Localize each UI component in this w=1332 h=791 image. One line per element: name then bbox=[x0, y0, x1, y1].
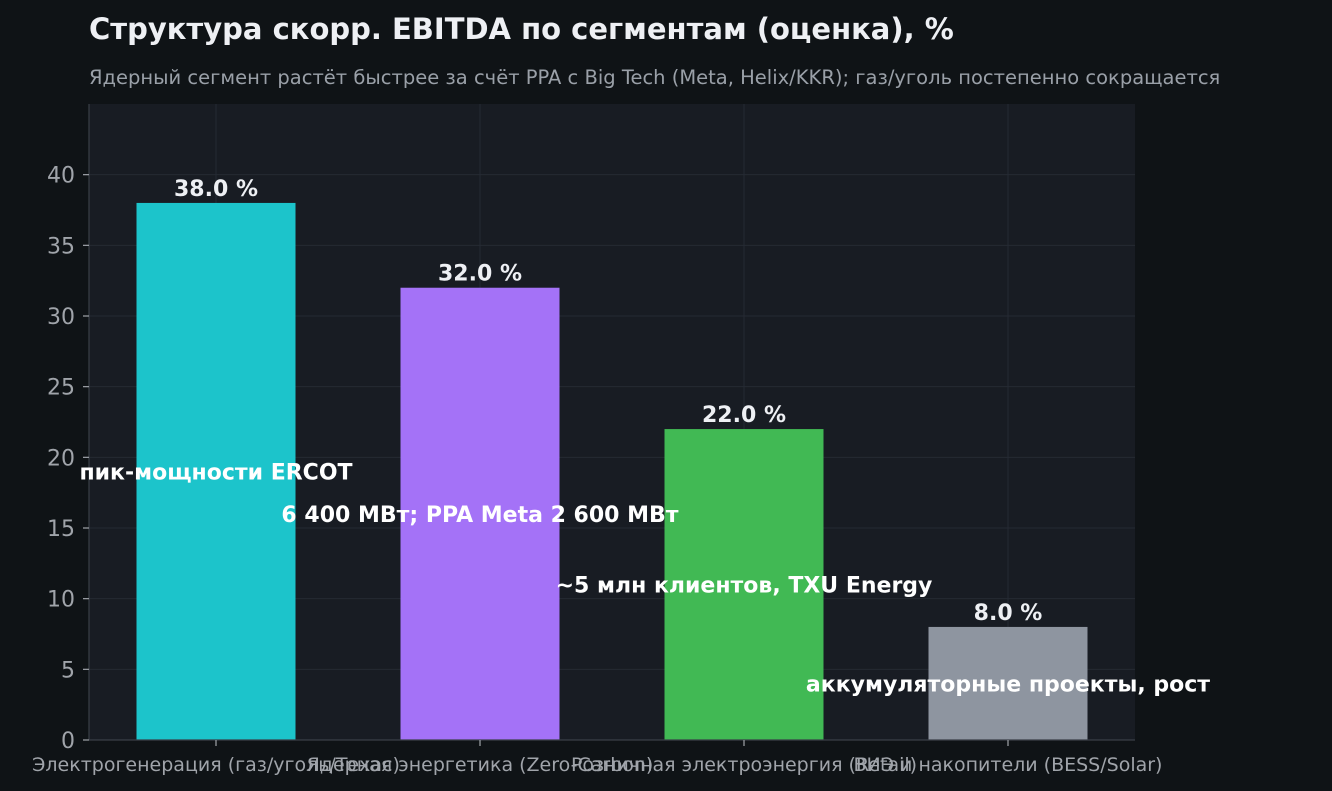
bar-annotation-1: пик-мощности ERCOT bbox=[79, 460, 352, 485]
y-tick-label-4: 20 bbox=[47, 446, 75, 471]
y-tick-label-6: 30 bbox=[47, 305, 75, 330]
bar-4 bbox=[928, 626, 1088, 740]
y-tick-label-8: 40 bbox=[47, 164, 75, 189]
x-tick-label-2: Розничная электроэнергия (Retail) bbox=[571, 754, 917, 776]
y-tick-label-0: 0 bbox=[61, 729, 75, 754]
x-tick-label-1: Ядерная энергетика (Zero-Carbon) bbox=[307, 754, 654, 776]
y-tick-label-2: 10 bbox=[47, 588, 75, 613]
x-tick-label-3: ВИЭ и накопители (BESS/Solar) bbox=[854, 754, 1163, 776]
y-tick-label-3: 15 bbox=[47, 517, 75, 542]
annotations: пик-мощности ERCOT 6 400 МВт; PPA Meta 2 … bbox=[79, 460, 1210, 697]
bar-annotation-4: аккумуляторные проекты, рост bbox=[806, 672, 1210, 697]
bar-1 bbox=[136, 202, 296, 740]
bar-annotation-2: 6 400 МВт; PPA Meta 2 600 МВт bbox=[281, 503, 678, 528]
bar-annotation-3: ~5 млн клиентов, TXU Energy bbox=[556, 574, 933, 599]
chart-title: Структура скорр. EBITDA по сегментам (оц… bbox=[89, 12, 954, 46]
y-tick-label-7: 35 bbox=[47, 234, 75, 259]
value-labels: 38.0 % 32.0 % 22.0 % 8.0 % bbox=[174, 177, 1042, 626]
value-label-2: 32.0 % bbox=[438, 262, 522, 287]
x-tick-label-0: Электрогенерация (газ/уголь/Техас) bbox=[32, 754, 400, 776]
y-tick-label-1: 5 bbox=[61, 658, 75, 683]
bars bbox=[136, 202, 1088, 740]
value-label-4: 8.0 % bbox=[974, 601, 1043, 626]
bar-2 bbox=[400, 287, 560, 740]
bar-3 bbox=[664, 429, 824, 740]
value-label-1: 38.0 % bbox=[174, 177, 258, 202]
value-label-3: 22.0 % bbox=[702, 403, 786, 428]
axes: 0 5 10 15 20 25 30 35 40 Электрогенерация (газ/уг… bbox=[32, 104, 1162, 776]
chart-subtitle: Ядерный сегмент растёт быстрее за счёт P… bbox=[89, 66, 1220, 89]
y-tick-label-5: 25 bbox=[47, 376, 75, 401]
